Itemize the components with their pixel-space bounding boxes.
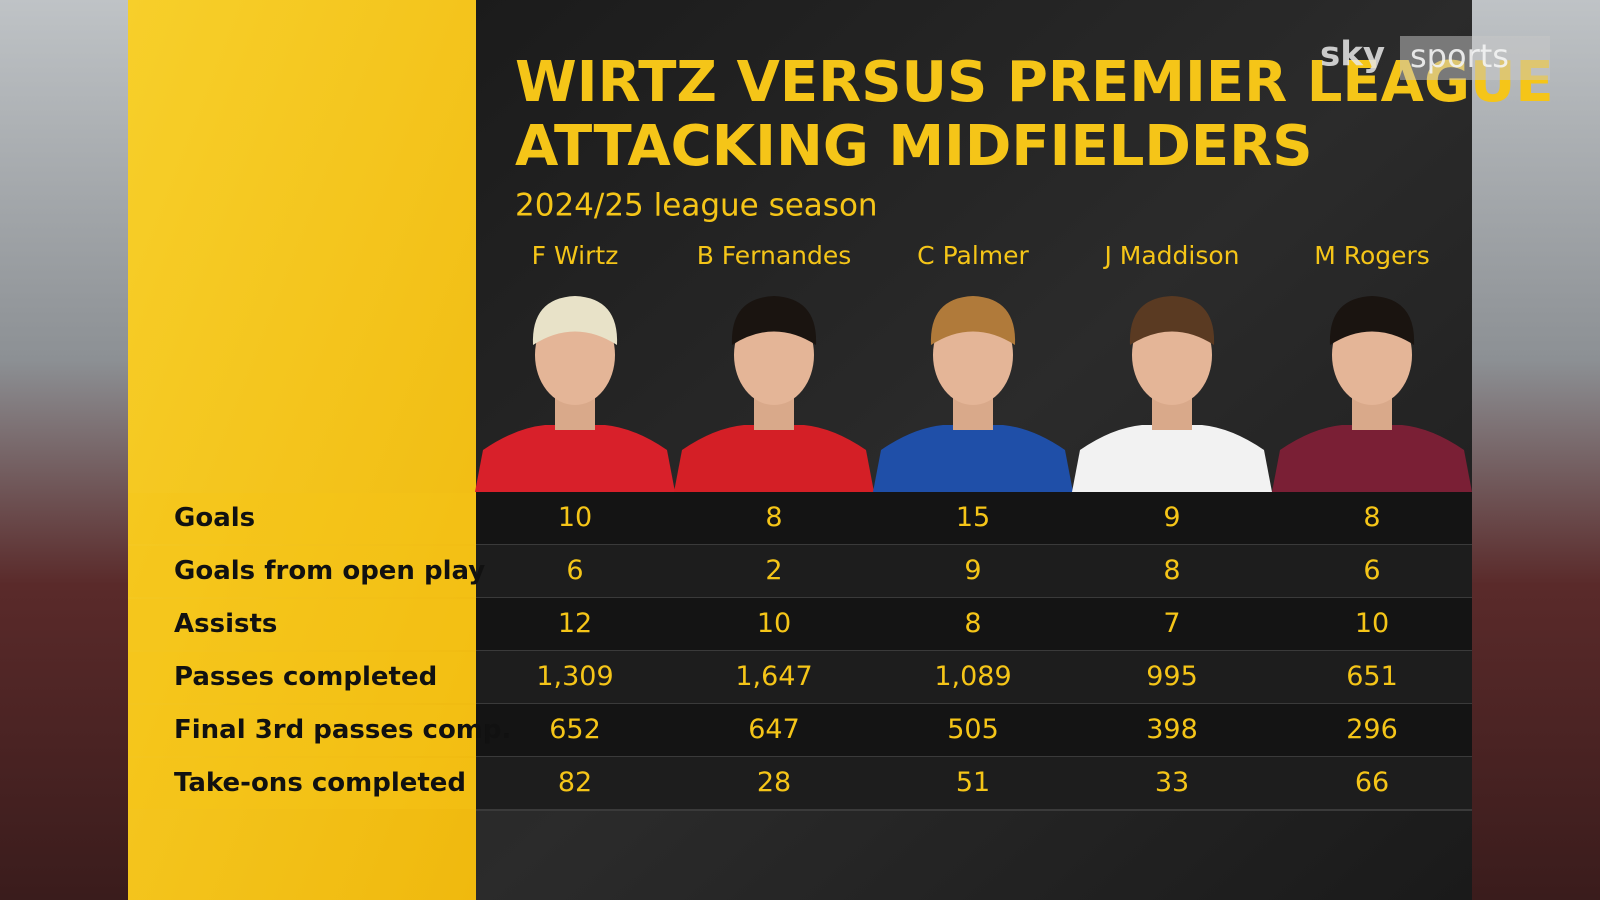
player-name: B Fernandes [697, 241, 852, 270]
cell-value: 2 [765, 555, 782, 586]
cell-value: 10 [558, 502, 592, 533]
cell-value: 12 [558, 608, 592, 639]
cell-value: 82 [558, 767, 592, 798]
player-hair [930, 296, 1016, 345]
row-label: Take-ons completed [174, 768, 466, 798]
label-bg [128, 493, 476, 544]
row-label: Goals from open play [174, 556, 485, 586]
cell-value: 51 [956, 767, 990, 798]
player-shirt [1272, 425, 1472, 492]
player-hair [731, 296, 817, 345]
label-bg [128, 705, 476, 756]
label-bg [128, 599, 476, 650]
cell-value: 296 [1346, 714, 1398, 745]
row-label: Final 3rd passes comp. [174, 715, 511, 745]
yellow-panel [128, 0, 476, 900]
player-name: M Rogers [1314, 241, 1430, 270]
row-label: Passes completed [174, 662, 437, 692]
row-bg [476, 545, 1472, 598]
cell-value: 652 [549, 714, 601, 745]
cell-value: 8 [964, 608, 981, 639]
player-hair [1129, 296, 1215, 345]
row-label: Assists [174, 609, 277, 639]
logo-sky: sky [1320, 35, 1385, 75]
player-shirt [674, 425, 874, 492]
cell-value: 1,647 [735, 661, 812, 692]
title-line: ATTACKING MIDFIELDERS [515, 114, 1313, 179]
cell-value: 6 [1363, 555, 1380, 586]
cell-value: 8 [1363, 502, 1380, 533]
cell-value: 647 [748, 714, 800, 745]
row-bg [476, 704, 1472, 757]
row-label: Goals [174, 503, 255, 533]
player-name: J Maddison [1102, 241, 1239, 270]
row-bg [476, 598, 1472, 651]
label-bg [128, 546, 476, 597]
cell-value: 6 [566, 555, 583, 586]
cell-value: 9 [1163, 502, 1180, 533]
logo-box [1400, 36, 1550, 80]
cell-value: 995 [1146, 661, 1198, 692]
logo-sports: sports [1410, 37, 1509, 75]
cell-value: 7 [1163, 608, 1180, 639]
cell-value: 15 [956, 502, 990, 533]
player-name: C Palmer [917, 241, 1029, 270]
cell-value: 66 [1355, 767, 1389, 798]
player-name: F Wirtz [532, 241, 619, 270]
label-bg [128, 758, 476, 809]
title-line: WIRTZ VERSUS PREMIER LEAGUE [515, 50, 1554, 115]
player-shirt [873, 425, 1073, 492]
cell-value: 10 [757, 608, 791, 639]
cell-value: 8 [1163, 555, 1180, 586]
player-hair [532, 296, 618, 345]
player-shirt [1072, 425, 1272, 492]
label-bg [128, 652, 476, 703]
cell-value: 33 [1155, 767, 1189, 798]
row-bg [476, 757, 1472, 810]
row-bg [476, 651, 1472, 704]
cell-value: 8 [765, 502, 782, 533]
cell-value: 651 [1346, 661, 1398, 692]
cell-value: 28 [757, 767, 791, 798]
cell-value: 9 [964, 555, 981, 586]
player-shirt [475, 425, 675, 492]
player-hair [1329, 296, 1415, 345]
row-bg [476, 492, 1472, 545]
subtitle: 2024/25 league season [515, 188, 878, 224]
cell-value: 1,089 [934, 661, 1011, 692]
cell-value: 505 [947, 714, 999, 745]
cell-value: 10 [1355, 608, 1389, 639]
cell-value: 1,309 [536, 661, 613, 692]
cell-value: 398 [1146, 714, 1198, 745]
